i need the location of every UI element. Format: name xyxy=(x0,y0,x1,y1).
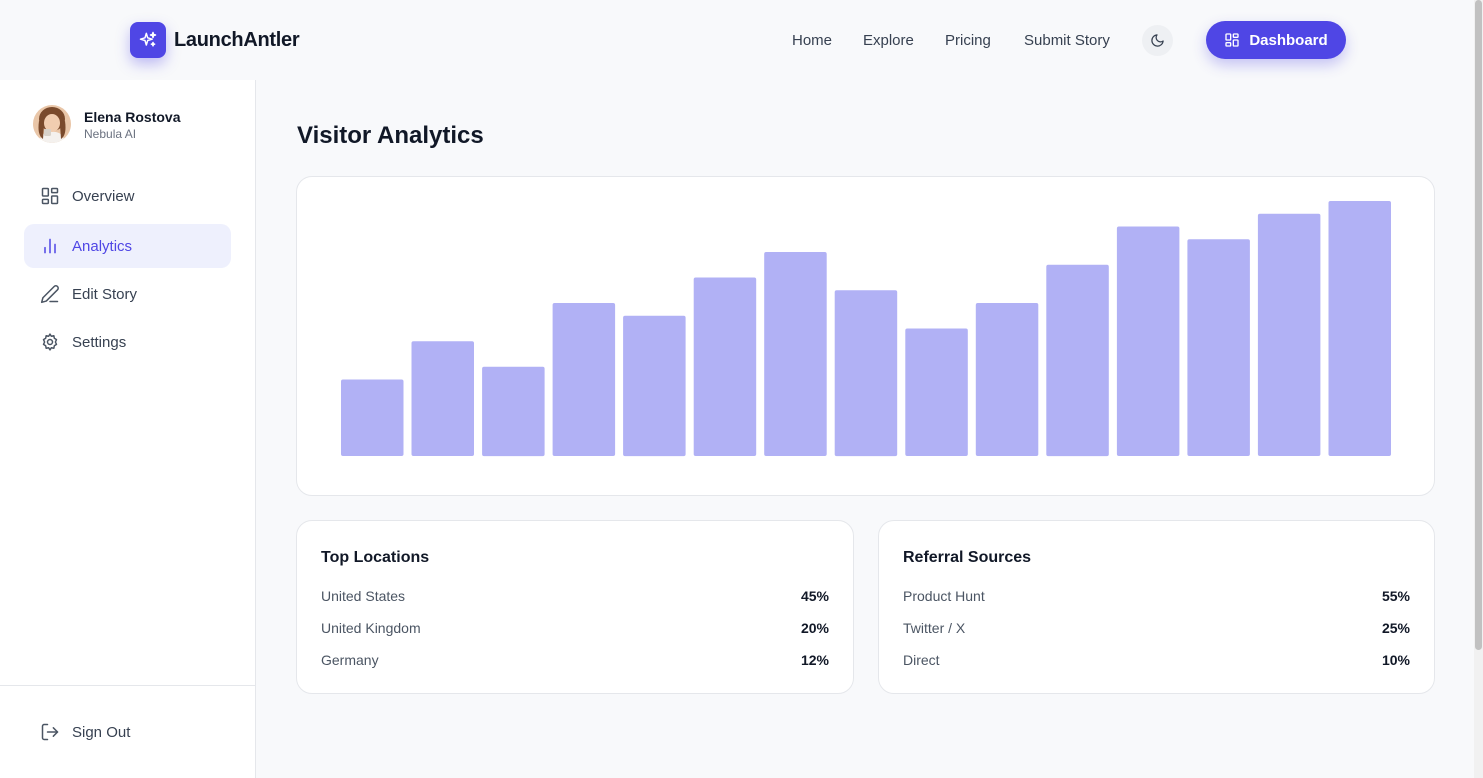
nav-pricing[interactable]: Pricing xyxy=(945,32,991,49)
sidebar-divider xyxy=(0,685,255,686)
grid-icon xyxy=(41,187,59,205)
chart-bar[interactable] xyxy=(1328,201,1392,456)
dashboard-button-label: Dashboard xyxy=(1249,31,1328,49)
sign-out-label: Sign Out xyxy=(72,724,131,741)
avatar[interactable] xyxy=(33,105,71,143)
chart-bar[interactable] xyxy=(411,341,475,456)
dashboard-button[interactable]: Dashboard xyxy=(1206,21,1346,59)
top-header: LaunchAntler Home Explore Pricing Submit… xyxy=(0,0,1474,80)
nav-home[interactable]: Home xyxy=(792,32,833,49)
sidebar-item-label: Edit Story xyxy=(72,286,138,303)
list-item: Direct 10% xyxy=(903,652,1410,672)
theme-toggle-button[interactable] xyxy=(1142,25,1173,56)
sidebar-item-analytics[interactable]: Analytics xyxy=(24,224,231,268)
referral-percent: 10% xyxy=(1381,652,1410,668)
visitor-bar-chart xyxy=(341,201,1392,457)
chart-bar[interactable] xyxy=(1187,239,1250,456)
location-percent: 20% xyxy=(800,620,829,636)
sidebar: Elena Rostova Nebula AI Overview Analyti… xyxy=(0,80,256,778)
sidebar-item-edit-story[interactable]: Edit Story xyxy=(24,272,231,316)
gear-icon xyxy=(42,333,58,351)
user-org: Nebula AI xyxy=(84,127,137,141)
location-percent: 45% xyxy=(800,588,829,604)
sidebar-item-overview[interactable]: Overview xyxy=(24,174,231,218)
sign-out-button[interactable]: Sign Out xyxy=(24,710,231,754)
chart-bar[interactable] xyxy=(1116,226,1180,457)
chart-bar[interactable] xyxy=(1257,213,1321,456)
chart-bar[interactable] xyxy=(764,252,827,456)
sidebar-item-settings[interactable]: Settings xyxy=(24,320,231,364)
scrollbar-thumb[interactable] xyxy=(1475,0,1482,650)
chart-bar[interactable] xyxy=(482,366,545,457)
referral-name: Product Hunt xyxy=(903,588,985,604)
chart-bar[interactable] xyxy=(975,303,1039,456)
nav-explore[interactable]: Explore xyxy=(863,32,914,49)
sidebar-item-label: Overview xyxy=(72,188,135,205)
chart-bar[interactable] xyxy=(693,277,757,457)
grid-icon xyxy=(1225,33,1239,47)
nav-submit-story[interactable]: Submit Story xyxy=(1024,32,1110,49)
chart-bar[interactable] xyxy=(1046,264,1109,457)
chart-bar[interactable] xyxy=(905,328,968,457)
pen-icon xyxy=(40,285,59,304)
logo-badge[interactable] xyxy=(130,22,166,58)
list-item: Product Hunt 55% xyxy=(903,588,1410,608)
list-item: United States 45% xyxy=(321,588,829,608)
referral-sources-card: Referral Sources Product Hunt 55% Twitte… xyxy=(878,520,1435,694)
visitor-chart-card xyxy=(296,176,1435,496)
location-percent: 12% xyxy=(800,652,829,668)
referral-percent: 25% xyxy=(1381,620,1410,636)
chart-bar[interactable] xyxy=(552,303,616,456)
location-name: United States xyxy=(321,588,406,604)
page-title: Visitor Analytics xyxy=(297,122,484,149)
bar-chart-icon xyxy=(44,238,56,254)
chart-bar[interactable] xyxy=(834,290,898,457)
list-item: Twitter / X 25% xyxy=(903,620,1410,640)
list-item: Germany 12% xyxy=(321,652,829,672)
card-title: Top Locations xyxy=(321,549,430,566)
chart-bar[interactable] xyxy=(341,379,404,457)
moon-icon xyxy=(1151,34,1164,47)
top-locations-card: Top Locations United States 45% United K… xyxy=(296,520,854,694)
sidebar-item-label: Analytics xyxy=(72,238,133,255)
chart-bar[interactable] xyxy=(623,315,686,457)
sparkles-icon xyxy=(139,31,157,47)
sidebar-item-label: Settings xyxy=(72,334,127,351)
referral-name: Twitter / X xyxy=(903,620,966,636)
location-name: United Kingdom xyxy=(321,620,421,636)
user-name: Elena Rostova xyxy=(84,109,181,125)
log-out-icon xyxy=(41,723,59,741)
referral-percent: 55% xyxy=(1381,588,1410,604)
brand-name[interactable]: LaunchAntler xyxy=(174,29,300,51)
location-name: Germany xyxy=(321,652,379,668)
card-title: Referral Sources xyxy=(903,549,1032,566)
list-item: United Kingdom 20% xyxy=(321,620,829,640)
referral-name: Direct xyxy=(903,652,940,668)
